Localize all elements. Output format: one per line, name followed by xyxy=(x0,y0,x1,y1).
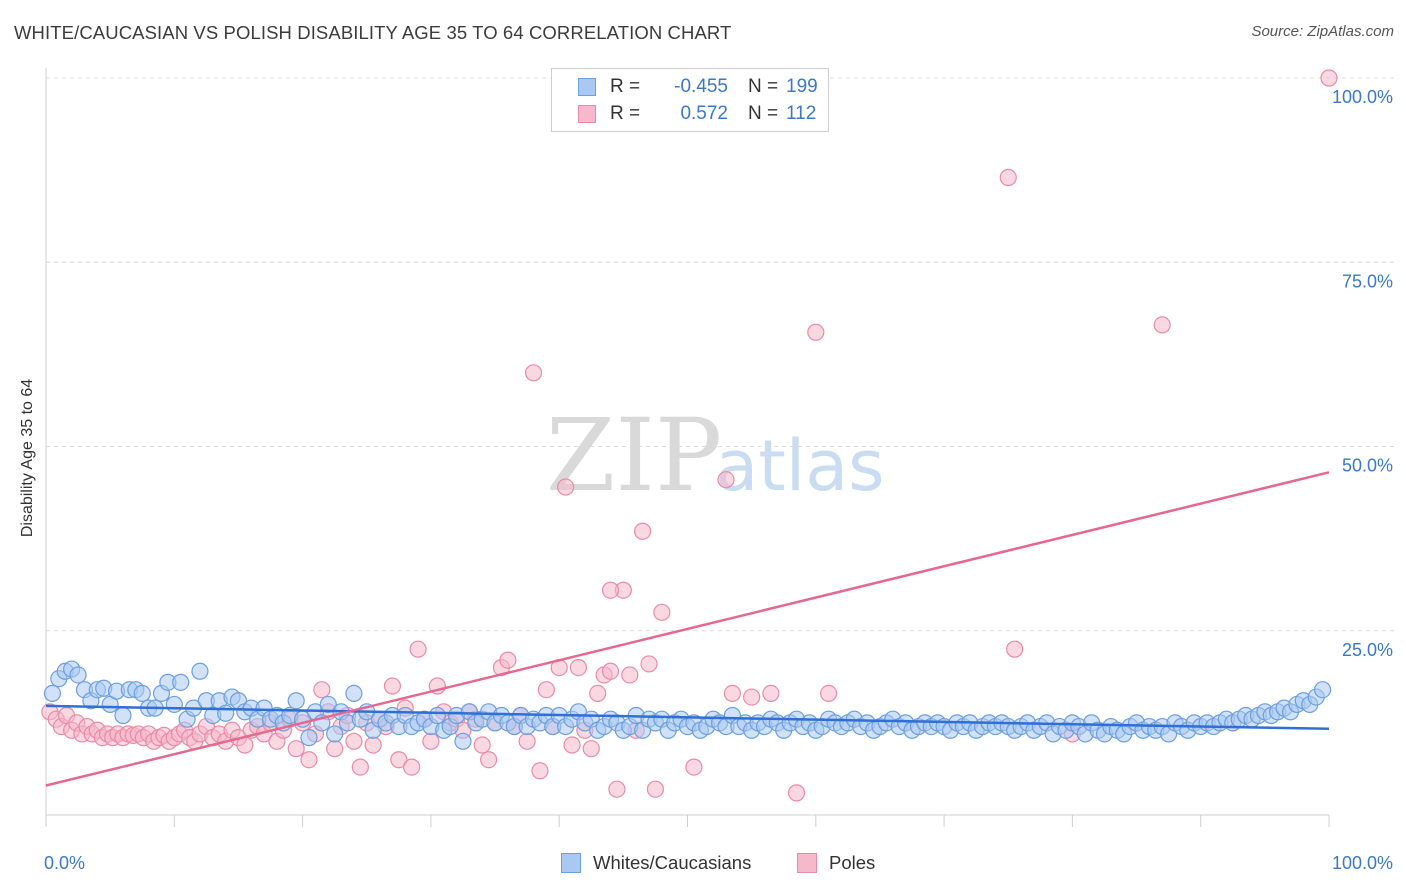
poles-point xyxy=(717,471,735,489)
whites-point xyxy=(165,695,183,714)
x-tick-label: 100.0% xyxy=(1332,853,1393,873)
legend-swatch-whites xyxy=(578,78,596,96)
y-tick-label: 75.0% xyxy=(1342,271,1393,291)
poles-point xyxy=(364,736,382,754)
poles-point xyxy=(743,688,761,706)
poles-point xyxy=(499,651,517,669)
whites-point xyxy=(69,666,87,684)
legend-n-value: 112 xyxy=(786,103,817,124)
poles-point xyxy=(563,736,581,754)
whites-trend-line xyxy=(45,704,1330,731)
poles-point xyxy=(409,640,427,658)
source-label: Source: ZipAtlas.com xyxy=(1251,23,1394,40)
whites-point xyxy=(326,725,344,743)
legend-r-label: R = xyxy=(610,76,641,97)
y-axis-label: Disability Age 35 to 64 xyxy=(19,378,36,538)
poles-point xyxy=(999,168,1017,187)
poles-point xyxy=(480,751,498,769)
poles-point xyxy=(383,677,402,695)
legend-n-label: N = xyxy=(748,103,779,124)
poles-trend-line xyxy=(45,471,1330,787)
whites-point xyxy=(43,684,62,702)
whites-point xyxy=(133,684,151,702)
poles-point xyxy=(608,780,626,798)
poles-point xyxy=(601,662,620,680)
poles-point xyxy=(351,758,369,776)
poles-point xyxy=(326,740,344,758)
poles-point xyxy=(531,762,549,780)
gridlines xyxy=(46,77,1396,632)
poles-point xyxy=(807,323,825,341)
poles-point xyxy=(390,751,408,769)
whites-point xyxy=(454,732,472,750)
bottom-legend-swatch-poles xyxy=(797,853,817,873)
watermark-atlas: atlas xyxy=(715,425,884,507)
trend-lines xyxy=(45,471,1330,787)
watermark-zip: ZIP xyxy=(546,397,722,514)
poles-point xyxy=(621,666,639,684)
poles-point xyxy=(1320,69,1338,87)
whites-point xyxy=(345,684,363,702)
poles-point xyxy=(589,684,607,702)
poles-point xyxy=(1153,316,1171,334)
legend-n-value: 199 xyxy=(786,76,818,97)
poles-point xyxy=(313,681,331,699)
poles-point xyxy=(422,732,440,750)
poles-point xyxy=(518,732,536,750)
poles-point xyxy=(820,684,838,702)
poles-point xyxy=(473,736,491,754)
poles-point xyxy=(633,522,652,540)
whites-point xyxy=(1313,681,1332,699)
poles-point xyxy=(1006,640,1024,658)
legend: R = -0.455 N = 199 R = 0.572 N = 112 xyxy=(551,68,829,132)
poles-point xyxy=(653,603,671,621)
legend-r-label: R = xyxy=(610,103,641,124)
x-tick-label: 0.0% xyxy=(44,853,85,873)
bottom-legend-whites: Whites/Caucasians xyxy=(561,852,751,874)
poles-point xyxy=(569,658,588,677)
poles-point xyxy=(640,655,658,673)
poles-point xyxy=(723,684,742,702)
chart-title: WHITE/CAUCASIAN VS POLISH DISABILITY AGE… xyxy=(14,22,732,43)
legend-row-whites: R = -0.455 N = 199 xyxy=(578,76,818,98)
legend-swatch-poles xyxy=(578,105,596,123)
whites-point xyxy=(172,673,190,691)
poles-point xyxy=(582,740,600,758)
whites-point xyxy=(217,704,235,722)
y-tick-label: 50.0% xyxy=(1342,456,1393,476)
y-tick-label: 25.0% xyxy=(1342,640,1393,660)
poles-point xyxy=(762,684,780,702)
whites-point xyxy=(191,662,209,680)
bottom-legend-poles: Poles xyxy=(797,852,875,874)
whites-point xyxy=(114,706,132,725)
poles-point xyxy=(300,751,318,769)
poles-point xyxy=(557,478,575,496)
legend-r-value: -0.455 xyxy=(674,76,728,97)
whites-point xyxy=(319,695,337,714)
bottom-legend-label-whites: Whites/Caucasians xyxy=(593,852,752,873)
poles-point xyxy=(403,758,421,776)
whites-point xyxy=(300,729,318,747)
poles-point xyxy=(287,740,305,758)
whites-point xyxy=(428,706,446,725)
legend-row-poles: R = 0.572 N = 112 xyxy=(578,103,816,125)
poles-point xyxy=(787,784,806,802)
poles-point xyxy=(646,780,665,798)
poles-point xyxy=(685,758,703,776)
poles-point xyxy=(537,681,555,699)
whites-point xyxy=(287,692,305,710)
legend-n-label: N = xyxy=(748,76,779,97)
tick-labels: 25.0% 50.0% 75.0% 100.0% 0.0% 100.0% xyxy=(44,87,1393,873)
watermark: ZIP atlas xyxy=(546,397,885,514)
y-tick-label: 100.0% xyxy=(1332,87,1393,107)
legend-r-value: 0.572 xyxy=(680,103,728,124)
poles-point xyxy=(524,364,543,382)
bottom-legend-swatch-whites xyxy=(561,853,581,873)
bottom-legend-label-poles: Poles xyxy=(829,852,876,873)
poles-point xyxy=(601,581,620,599)
poles-point xyxy=(345,732,363,750)
